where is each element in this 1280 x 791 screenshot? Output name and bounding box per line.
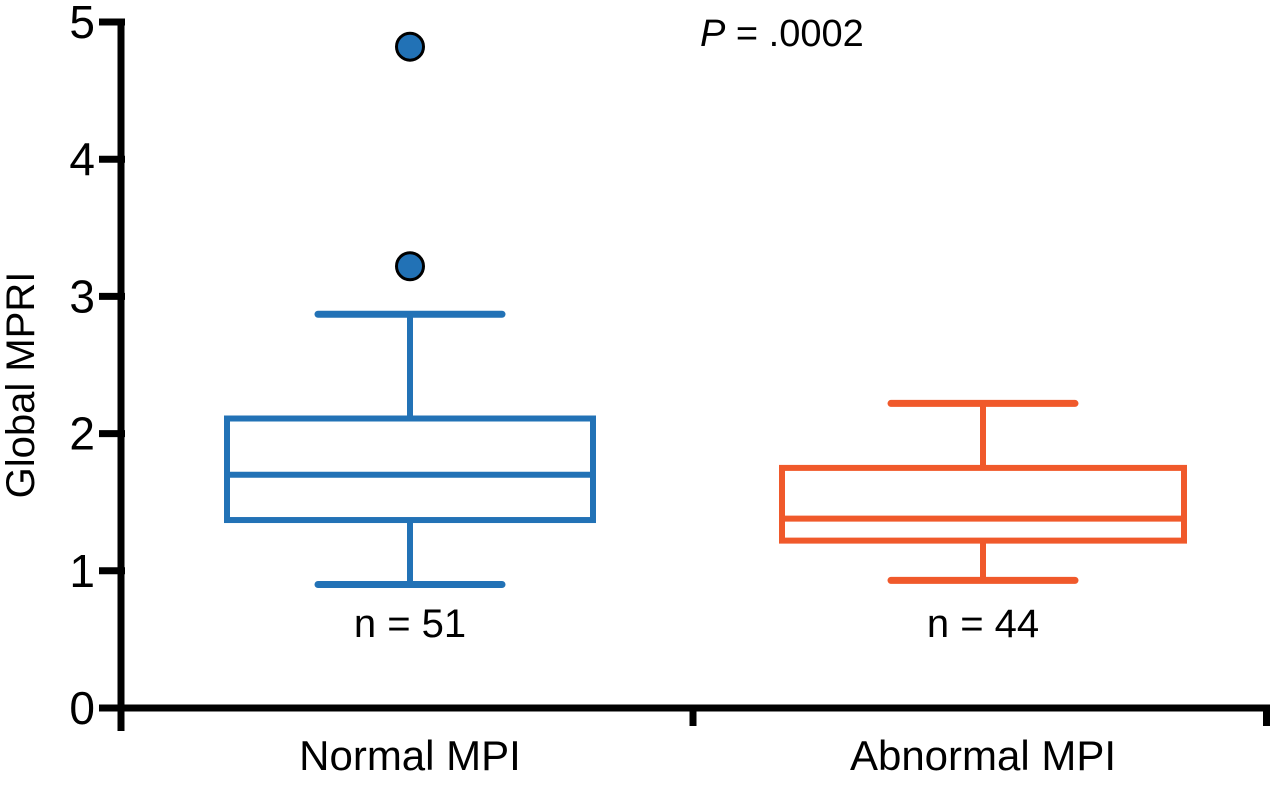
y-tick-label: 1 <box>69 545 95 597</box>
n-label: n = 44 <box>927 602 1039 646</box>
n-label: n = 51 <box>354 602 466 646</box>
y-tick-label: 0 <box>69 682 95 734</box>
outlier-point <box>395 251 425 282</box>
p-value-annotation: P = .0002 <box>700 13 864 55</box>
y-tick-label: 2 <box>69 408 95 460</box>
p-value-text: = .0002 <box>725 13 863 55</box>
y-tick-label: 5 <box>69 0 95 48</box>
y-tick-label: 4 <box>69 133 95 185</box>
box-normal-mpi <box>224 415 596 524</box>
p-value-symbol: P <box>700 13 726 55</box>
box-abnormal-mpi <box>779 464 1187 544</box>
y-tick-label: 3 <box>69 270 95 322</box>
outlier-point <box>395 31 425 62</box>
category-label-normal-mpi: Normal MPI <box>299 732 521 779</box>
y-axis-title: Global MPRI <box>0 272 43 499</box>
category-label-abnormal-mpi: Abnormal MPI <box>850 732 1116 779</box>
